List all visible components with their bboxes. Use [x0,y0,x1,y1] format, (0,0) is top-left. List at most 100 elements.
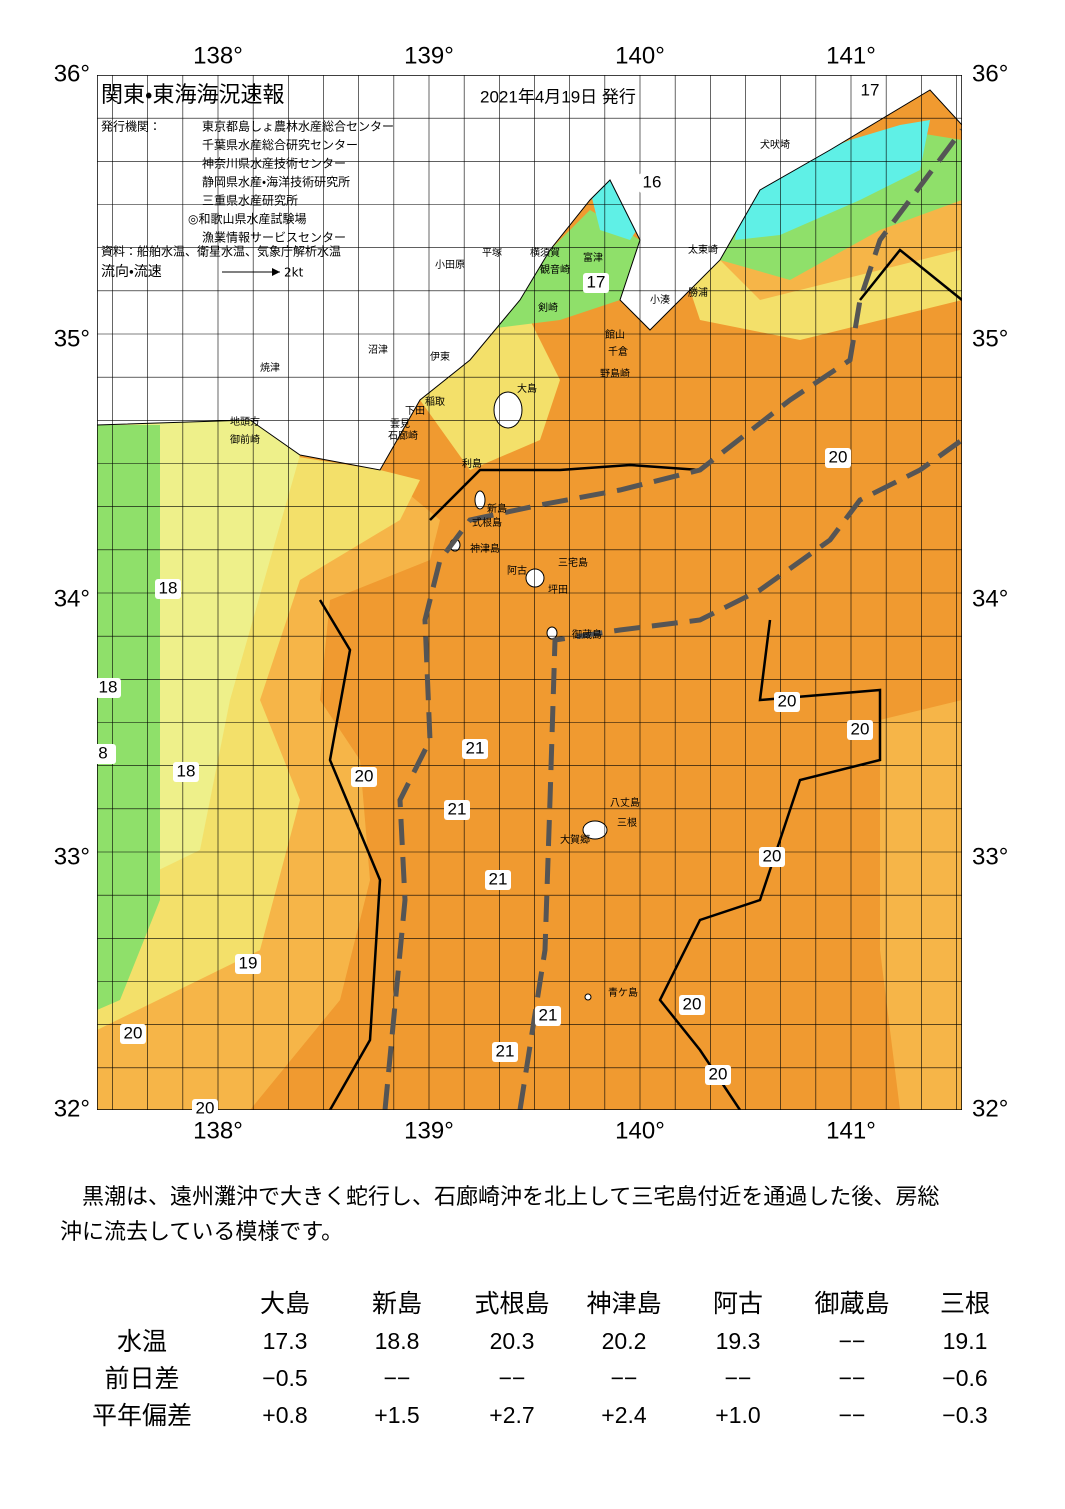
table-cell: −− [839,1365,866,1391]
temp-label-bg [492,1042,518,1062]
temp-label: 17 [587,272,606,291]
place-name: 大賀郷 [560,833,590,846]
sea-yellow [690,250,962,340]
place-name: 勝浦 [688,286,708,299]
temp-label-bg [235,954,261,974]
temp-label-bg [583,273,609,293]
kuroshio-axis [382,128,962,1110]
temp-label: 17 [861,80,880,99]
temp-label-bg [173,762,199,782]
temp-label-bg [705,1065,731,1085]
publisher: 東京都島しょ農林水産総合センター [202,119,394,134]
place-name: 観音崎 [540,263,570,276]
lat-label-right: 35° [972,325,1008,352]
place-name: 伊東 [430,350,450,363]
publisher: ◎和歌山県水産試験場 [188,211,306,226]
table-header: 神津島 [586,1289,661,1318]
sea-yellow [420,300,560,470]
island [525,568,545,588]
table-cell: −− [611,1365,638,1391]
temp-label: 8 [98,743,107,762]
place-name: 雲見 [390,418,410,430]
temp-label-bg [639,173,665,193]
table-cell: +1.5 [374,1402,419,1428]
table-cell: 19.3 [716,1328,761,1354]
temp-label: 20 [829,447,848,466]
table-cell: 18.8 [375,1328,420,1354]
temp-label-bg [444,800,470,820]
lat-label-left: 33° [54,843,90,870]
table-cell: −− [839,1328,866,1354]
publisher-label: 発行機関： [101,120,161,134]
temp-label: 21 [489,869,508,888]
row-label: 前日差 [104,1364,179,1393]
place-name: 平塚 [482,247,502,259]
place-name: 八丈島 [610,796,640,809]
table-header: 大島 [260,1289,310,1318]
temp-label: 20 [763,846,782,865]
place-name: 坪田 [548,583,568,596]
temp-label-bg [120,1024,146,1044]
lat-label-right: 34° [972,585,1008,612]
lat-label-left: 36° [54,60,90,87]
row-label: 水温 [117,1327,167,1356]
temp-label-bg [535,1006,561,1026]
temp-label-bg [95,678,121,698]
temp-label-bg [857,81,883,101]
table-cell: 19.1 [943,1328,988,1354]
temp-label-bg [679,995,705,1015]
table-cell: +2.4 [601,1402,647,1428]
place-name: 稲取 [425,396,445,408]
summary-line-1: 黒潮は、遠州灘沖で大きく蛇行し、石廊崎沖を北上して三宅島付近を通過した後、房総 [60,1185,939,1210]
temp-label: 19 [239,953,258,972]
place-name: 千倉 [608,346,628,358]
table-cell: −0.6 [942,1365,987,1391]
table-cell: −0.5 [262,1365,307,1391]
temp-label: 21 [539,1005,558,1024]
lon-label-top: 138° [193,42,243,69]
island [474,490,486,510]
island [582,820,608,840]
place-name: 犬吠埼 [760,138,790,151]
temp-label: 18 [99,677,118,696]
temp-label: 21 [496,1041,515,1060]
map-title: 関東・東海海況速報 [101,82,284,107]
place-name: 三宅島 [558,556,588,569]
temp-label: 20 [683,994,702,1013]
table-header: 三根 [940,1289,990,1318]
sea-mid [880,700,962,1110]
lon-label-top: 140° [615,42,665,69]
temp-label: 20 [355,766,374,785]
temp-label-bg [155,579,181,599]
place-name: 三根 [617,816,637,829]
table-cell: −− [499,1365,526,1391]
table-cell: +2.7 [489,1402,534,1428]
place-name: 青ケ島 [608,986,638,999]
kuroshio-axis [517,437,962,1110]
lon-label-bottom: 141° [826,1117,876,1144]
place-name: 太東崎 [688,243,718,256]
table-cell: −− [839,1402,866,1428]
place-name: 利島 [462,457,482,470]
temp-label: 18 [177,761,196,780]
table-cell: −− [384,1365,411,1391]
publisher: 漁業情報サービスセンター [202,231,346,245]
place-name: 御蔵島 [572,628,602,641]
place-name: 館山 [605,328,625,341]
flow-scale-arrowhead [272,268,280,276]
summary-line-2: 沖に流去している模様です。 [60,1220,343,1245]
publisher: 三重県水産研究所 [202,194,298,208]
place-name: 神津島 [470,542,500,555]
lat-label-right: 36° [972,60,1008,87]
table-cell: +0.8 [262,1402,307,1428]
table-cell: +1.0 [715,1402,760,1428]
temp-label: 21 [448,799,467,818]
publisher: 千葉県水産総合研究センター [202,137,358,152]
place-name: 富津 [583,251,603,264]
lon-label-bottom: 140° [615,1117,665,1144]
place-name: 大島 [517,382,537,395]
temp-label: 20 [778,691,797,710]
lat-label-right: 32° [972,1095,1008,1122]
isotherm [318,248,962,1110]
place-name: 小田原 [435,259,465,271]
